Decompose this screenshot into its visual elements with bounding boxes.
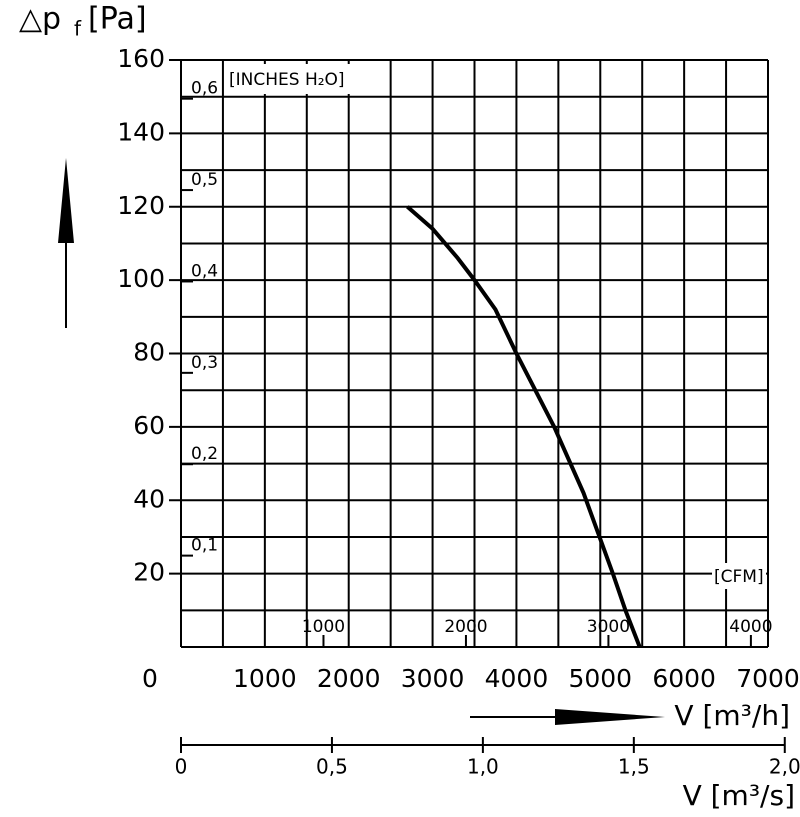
y-label-sub: f <box>74 17 82 41</box>
x2-tick-label: 1,0 <box>467 755 499 779</box>
label-box <box>226 64 388 94</box>
y2-tick-label: 0,4 <box>191 261 218 281</box>
y-label-unit: [Pa] <box>88 2 147 37</box>
y2-tick-label: 0,5 <box>191 170 218 190</box>
x3-tick-label: 3000 <box>587 617 630 637</box>
x-tick-label: 7000 <box>736 664 800 693</box>
x-label: V [m³/h] <box>674 699 790 732</box>
y2-tick-label: 0,2 <box>191 444 218 464</box>
curve <box>406 205 642 648</box>
x-tick-label: 3000 <box>401 664 465 693</box>
x-tick-label: 6000 <box>652 664 716 693</box>
y-tick-label: 40 <box>133 484 165 513</box>
y2-tick-label: 0,1 <box>191 536 218 556</box>
x2-tick-label: 2,0 <box>769 755 800 779</box>
y2-tick-label: 0,6 <box>191 79 218 99</box>
y-tick-label: 20 <box>133 558 165 587</box>
x-tick-label: 5000 <box>568 664 632 693</box>
x-tick-label: 4000 <box>485 664 549 693</box>
x-tick-label: 1000 <box>233 664 297 693</box>
y-tick-label: 140 <box>117 117 165 146</box>
x2-label: V [m³/s] <box>683 779 795 812</box>
y-tick-label: 120 <box>117 191 165 220</box>
x3-tick-label: 4000 <box>729 617 772 637</box>
x3-label: [CFM] <box>714 567 764 587</box>
y-tick-label: 60 <box>133 411 165 440</box>
y-tick-label: 100 <box>117 264 165 293</box>
x2-tick-label: 1,5 <box>618 755 650 779</box>
x2-tick-label: 0 <box>175 755 188 779</box>
y-tick-label: 160 <box>117 44 165 73</box>
x3-tick-label: 2000 <box>444 617 487 637</box>
arrow-head <box>58 158 74 243</box>
label-box <box>712 563 766 589</box>
arrow-head <box>555 709 665 725</box>
y2-label: [INCHES H₂O] <box>229 70 345 90</box>
x3-tick-label: 1000 <box>302 617 345 637</box>
y-label: △p <box>19 2 61 37</box>
y2-tick-label: 0,3 <box>191 353 218 373</box>
y-tick-label: 80 <box>133 338 165 367</box>
x2-tick-label: 0,5 <box>316 755 348 779</box>
x-tick-label: 2000 <box>317 664 381 693</box>
x-tick-label: 0 <box>142 664 158 693</box>
